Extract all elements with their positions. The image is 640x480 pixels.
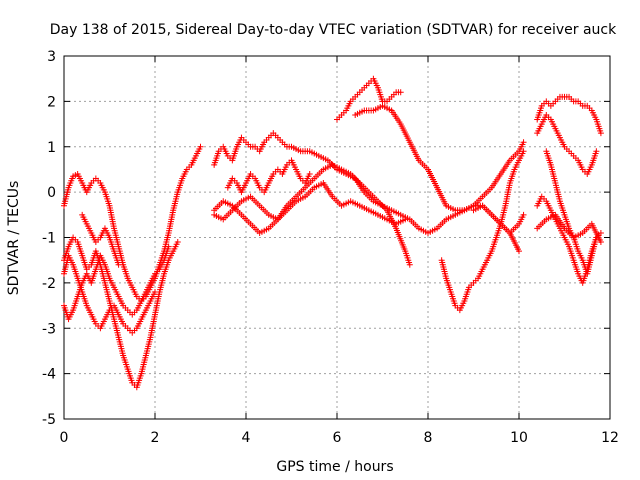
y-tick-label: 2 <box>47 94 56 110</box>
data-point <box>520 148 527 155</box>
x-tick-label: 6 <box>333 430 342 446</box>
x-tick-label: 0 <box>60 430 69 446</box>
data-point <box>174 239 181 246</box>
data-point <box>397 89 404 96</box>
data-point <box>115 261 122 268</box>
x-tick-label: 10 <box>510 430 528 446</box>
data-point <box>520 211 527 218</box>
data-point <box>197 143 204 150</box>
y-axis-label: SDTVAR / TECUs <box>6 181 22 296</box>
y-tick-label: 3 <box>47 49 56 65</box>
y-tick-label: -2 <box>42 276 56 292</box>
data-point <box>406 261 413 268</box>
data-point <box>597 229 604 236</box>
y-tick-label: 1 <box>47 140 56 156</box>
data-point <box>593 148 600 155</box>
y-tick-label: 0 <box>47 185 56 201</box>
y-tick-label: -3 <box>42 321 56 337</box>
data-point <box>520 139 527 146</box>
x-tick-label: 12 <box>601 430 619 446</box>
x-tick-label: 2 <box>151 430 160 446</box>
data-point <box>402 216 409 223</box>
data-point <box>165 243 172 250</box>
x-tick-label: 8 <box>424 430 433 446</box>
chart-title: Day 138 of 2015, Sidereal Day-to-day VTE… <box>50 22 617 38</box>
data-point <box>597 130 604 137</box>
x-tick-label: 4 <box>242 430 251 446</box>
data-point <box>152 288 158 295</box>
data-point <box>597 239 604 246</box>
y-tick-label: -5 <box>42 412 56 428</box>
data-point <box>593 234 600 241</box>
data-points <box>61 75 604 391</box>
data-point <box>516 248 522 255</box>
data-point <box>306 170 313 177</box>
x-axis-label: GPS time / hours <box>276 459 393 475</box>
y-tick-label: -1 <box>42 231 56 247</box>
y-tick-label: -4 <box>42 367 56 383</box>
